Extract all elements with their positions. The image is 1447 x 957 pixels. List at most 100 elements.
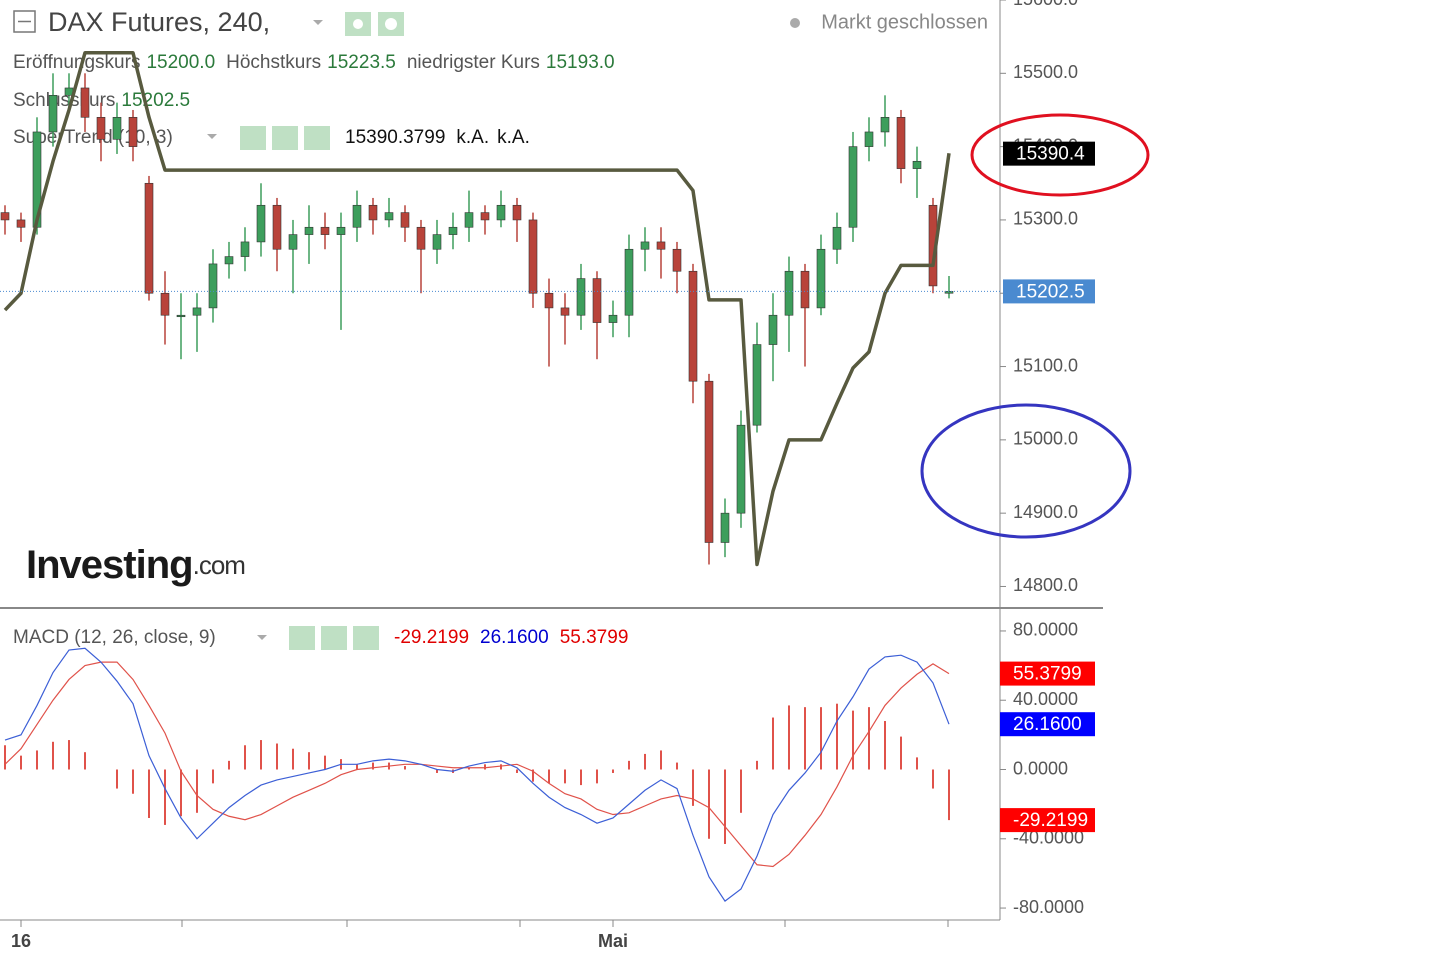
histogram-bar (708, 769, 710, 839)
readout-name: Schlusskurs (13, 90, 115, 111)
histogram-bar (612, 769, 614, 773)
y-tick-label: 15000.0 (1013, 429, 1078, 449)
histogram-bar (484, 764, 486, 770)
candle-body (320, 226, 330, 235)
histogram-bar (116, 769, 118, 789)
candle-body (160, 292, 170, 316)
readout-name: niedrigster Kurs (407, 52, 540, 73)
candle-body (480, 212, 490, 221)
candle-body (768, 314, 778, 345)
close-icon[interactable] (353, 626, 379, 650)
histogram-bar (276, 743, 278, 770)
ohlc-readout: Eröffnungskurs 15200.0 Höchstkurs 15223.5 ni… (13, 52, 615, 73)
close-icon[interactable] (304, 126, 330, 150)
candle-body (48, 95, 58, 133)
histogram-bar (692, 769, 694, 806)
candle-body (448, 226, 458, 235)
candle-body (192, 307, 202, 316)
annotation-ellipse (970, 113, 1150, 197)
candle-body (640, 241, 650, 250)
readout-value: k.A. (497, 127, 530, 148)
price-marker (1000, 661, 1095, 686)
histogram-bar (324, 755, 326, 770)
candle-body (864, 131, 874, 147)
readout-value: 15200.0 (146, 52, 215, 73)
ohlc-readout: Schlusskurs 15202.5 (13, 90, 190, 111)
candle-body (544, 292, 554, 309)
histogram-bar (436, 769, 438, 773)
histogram-bar (372, 762, 374, 770)
watermark: Investing.com (26, 543, 245, 587)
histogram-bar (308, 752, 310, 770)
readout-value: -29.2199 (394, 627, 469, 648)
histogram-bar (724, 769, 726, 844)
histogram-bar (532, 769, 534, 782)
histogram-bar (788, 705, 790, 770)
dropdown[interactable] (207, 134, 217, 139)
candle-body (16, 219, 26, 228)
indicator-readout: 15390.3799 k.A. k.A. (345, 127, 530, 148)
histogram-bar (356, 764, 358, 770)
signal-line (4, 661, 950, 868)
histogram-bar (580, 769, 582, 786)
price-marker (1000, 712, 1095, 737)
eye-icon[interactable] (289, 626, 315, 650)
y-tick-label: -40.0000 (1013, 828, 1084, 848)
histogram-bar (564, 769, 566, 784)
candle-body (800, 270, 810, 309)
histogram-bar (164, 769, 166, 825)
icon-glyph (385, 18, 397, 30)
readout-name: Höchstkurs (226, 52, 321, 73)
watermark-text: Investing (26, 543, 193, 587)
histogram-bar (244, 745, 246, 770)
histogram-bar (740, 769, 742, 813)
candle-body (208, 263, 218, 309)
histogram-bar (852, 710, 854, 770)
x-tick-label: Mai (598, 931, 628, 951)
histogram-bar (516, 769, 518, 773)
dropdown[interactable] (257, 635, 267, 640)
readout-value: 55.3799 (560, 627, 629, 648)
readout-value: 15390.3799 (345, 127, 445, 148)
candle-body (816, 248, 826, 309)
y-tick-label: 80.0000 (1013, 620, 1078, 640)
candle-body (896, 116, 906, 169)
histogram-bar (468, 767, 470, 770)
status-dot (790, 18, 800, 28)
candle-body (496, 204, 506, 221)
histogram-bar (548, 769, 550, 784)
candle-body (128, 116, 138, 147)
candle-body (256, 204, 266, 243)
candle-body (416, 226, 426, 250)
histogram-bar (4, 745, 6, 770)
macd-readout: -29.2199 26.1600 55.3799 (394, 627, 628, 648)
candle-body (400, 212, 410, 228)
histogram-bar (804, 707, 806, 770)
eye-icon[interactable] (240, 126, 266, 150)
histogram-bar (84, 752, 86, 770)
histogram-bar (132, 769, 134, 794)
histogram-bar (884, 721, 886, 770)
candle-body (608, 314, 618, 323)
candle-body (0, 212, 10, 221)
readout-value: 26.1600 (480, 627, 549, 648)
candle-body (848, 146, 858, 228)
candle-body (384, 212, 394, 221)
candle-body (144, 182, 154, 294)
settings-icon[interactable] (272, 126, 298, 150)
candle-body (752, 344, 762, 426)
settings-icon[interactable] (321, 626, 347, 650)
menu-icon[interactable] (13, 10, 36, 33)
histogram-bar (68, 740, 70, 770)
candle-body (368, 204, 378, 221)
candle-body (736, 424, 746, 514)
candle-body (576, 278, 586, 316)
dropdown[interactable] (313, 20, 323, 25)
histogram-bar (644, 753, 646, 770)
candle-body (880, 116, 890, 133)
y-tick-label: 15600.0 (1013, 0, 1078, 9)
candle-body (464, 212, 474, 228)
histogram-bar (932, 769, 934, 789)
readout-value: 15202.5 (121, 90, 190, 111)
